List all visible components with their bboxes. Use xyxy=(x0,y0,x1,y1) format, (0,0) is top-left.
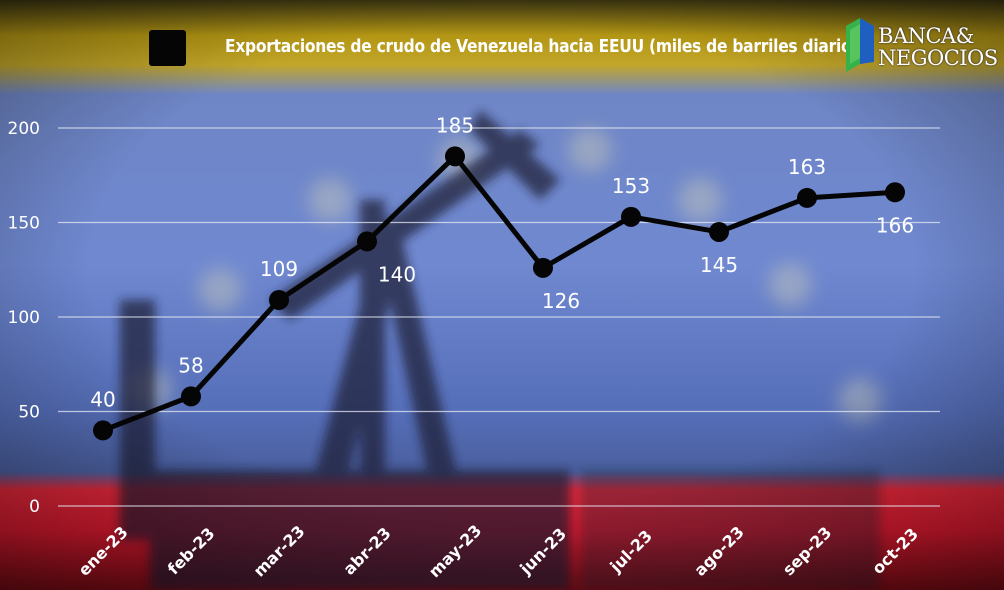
series-line-group xyxy=(102,153,896,433)
data-point xyxy=(445,146,465,167)
x-tick-label: may-23 xyxy=(425,521,485,581)
x-tick-label: jun-23 xyxy=(515,524,570,579)
logo-text-line1: BANCA& xyxy=(878,24,974,48)
data-point xyxy=(357,231,377,252)
data-label: 40 xyxy=(90,387,115,411)
data-point xyxy=(885,182,905,203)
x-tick-label: abr-23 xyxy=(340,524,395,579)
x-tick-label: mar-23 xyxy=(250,522,309,581)
chart-title: Exportaciones de crudo de Venezuela haci… xyxy=(225,36,868,57)
data-point xyxy=(797,187,817,208)
x-tick-label: ene-23 xyxy=(74,522,131,579)
series-line xyxy=(102,153,896,433)
data-point xyxy=(93,420,113,441)
logo-text-line2: NEGOCIOS xyxy=(878,46,998,70)
legend-swatch xyxy=(149,30,186,66)
y-tick-label: 0 xyxy=(29,497,40,517)
data-label: 163 xyxy=(788,155,826,179)
y-tick-label: 50 xyxy=(18,403,40,423)
data-points xyxy=(93,146,905,441)
x-tick-label: jul-23 xyxy=(606,526,656,576)
x-tick-label: oct-23 xyxy=(868,524,922,578)
data-label: 126 xyxy=(542,289,580,313)
data-label: 58 xyxy=(178,353,203,377)
data-label: 109 xyxy=(260,257,298,281)
data-label: 185 xyxy=(436,113,474,137)
logo-cube-icon xyxy=(846,18,874,72)
data-label: 140 xyxy=(378,262,416,286)
data-point xyxy=(181,386,201,407)
banca-negocios-logo: BANCA& NEGOCIOS xyxy=(838,10,998,78)
y-tick-label: 150 xyxy=(8,214,40,234)
y-tick-label: 200 xyxy=(8,119,40,139)
y-axis-ticks: 200 150 100 50 0 xyxy=(8,119,40,517)
data-label: 166 xyxy=(876,213,914,237)
x-axis-ticks: ene-23 feb-23 mar-23 abr-23 may-23 jun-23 jul-… xyxy=(74,521,922,581)
data-labels: 40 58 109 140 185 126 153 145 163 166 xyxy=(90,113,914,411)
data-point xyxy=(269,289,289,310)
x-tick-label: sep-23 xyxy=(779,523,835,579)
data-point xyxy=(621,206,641,227)
data-point xyxy=(533,257,553,278)
data-label: 145 xyxy=(700,253,738,277)
data-point xyxy=(709,221,729,242)
grid-lines xyxy=(58,127,940,507)
x-tick-label: feb-23 xyxy=(164,524,219,579)
y-tick-label: 100 xyxy=(8,308,40,328)
x-tick-label: ago-23 xyxy=(690,522,747,579)
data-label: 153 xyxy=(612,174,650,198)
